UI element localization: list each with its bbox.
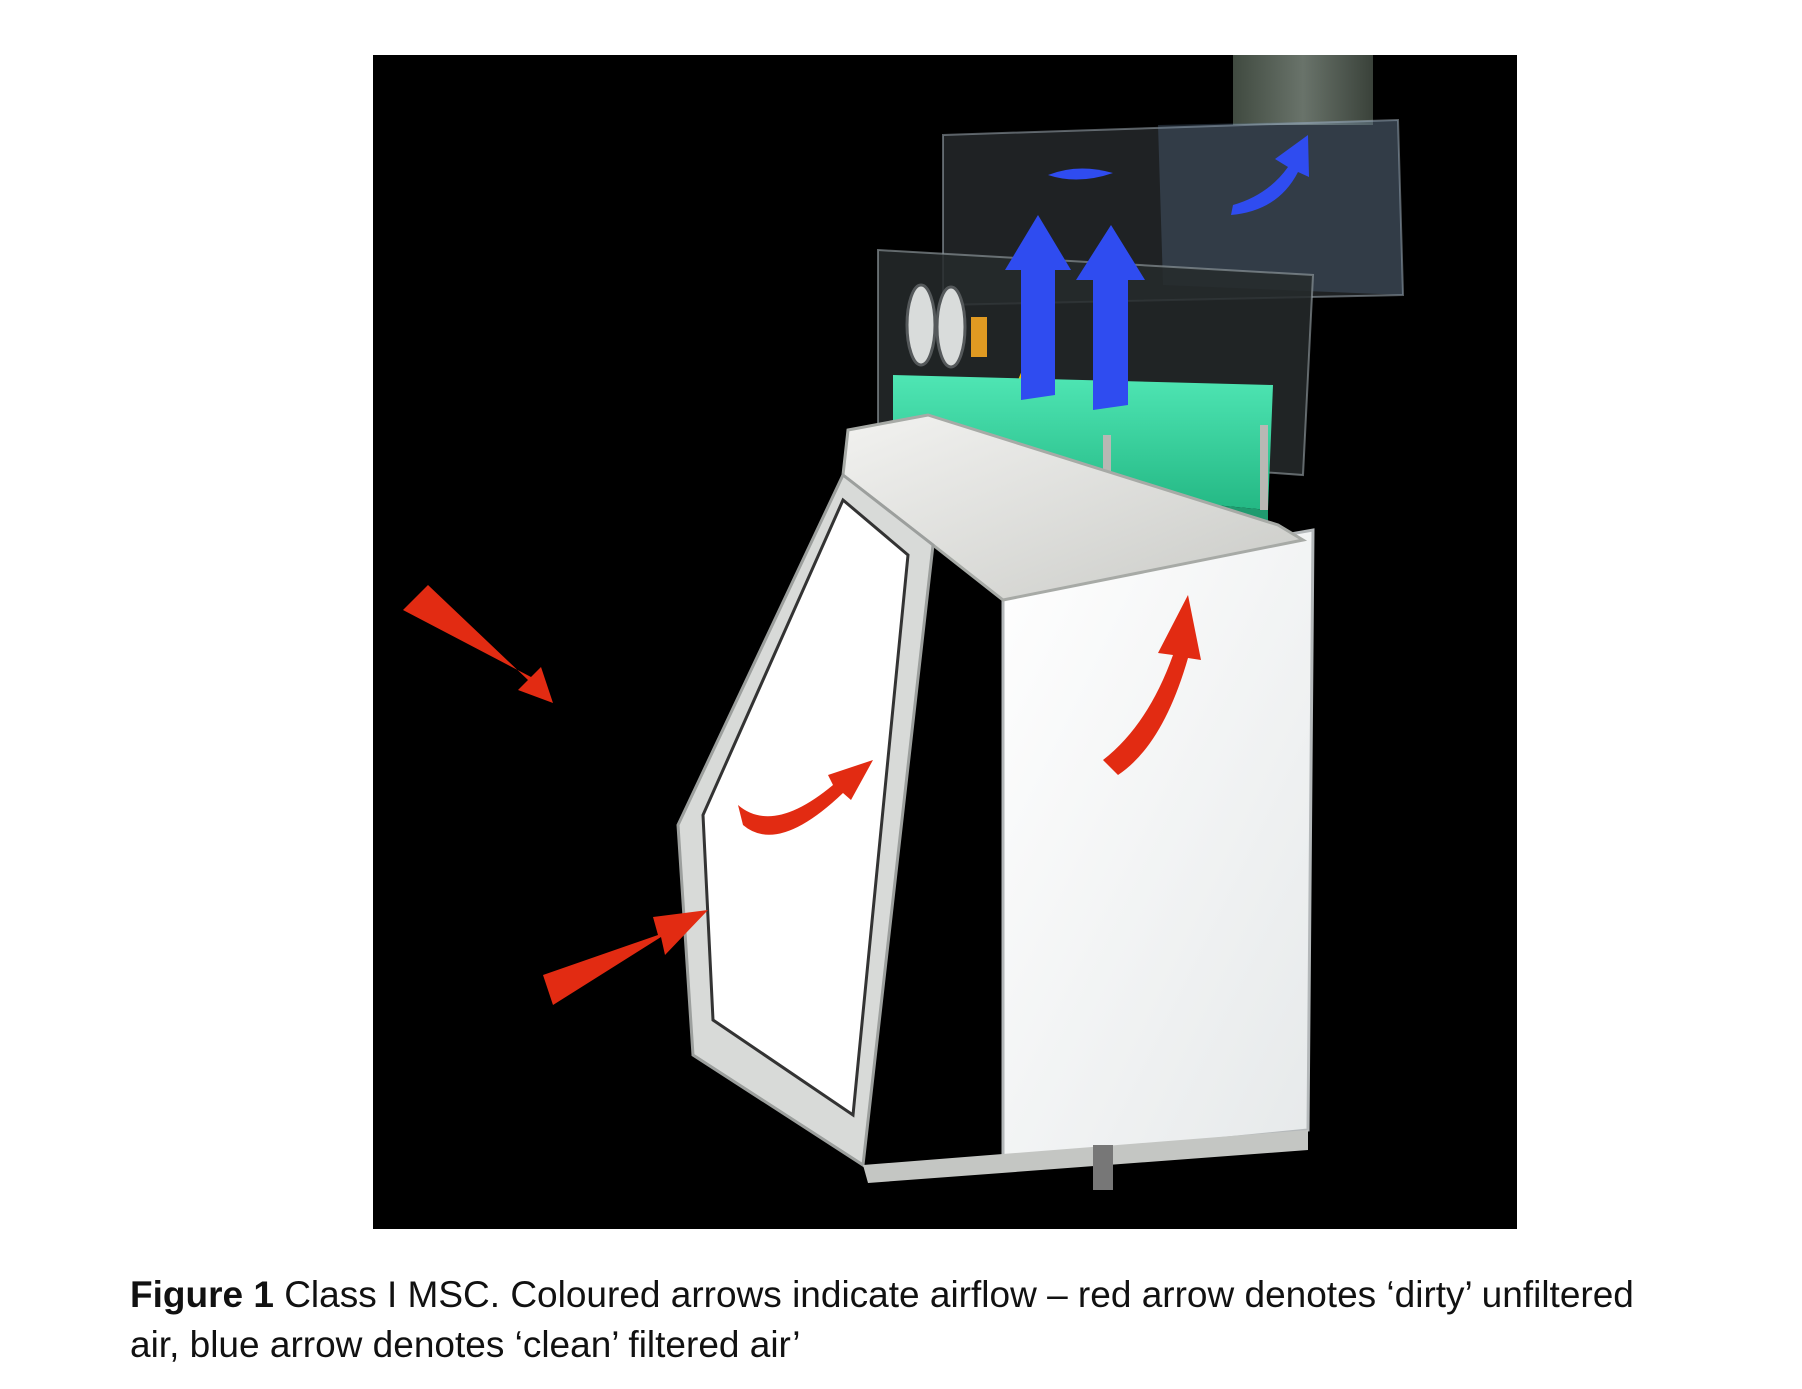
blue-arrow-clean-air [1048, 168, 1113, 180]
blue-arrow-clean-air [1076, 225, 1145, 410]
blue-arrow-clean-air [1005, 215, 1071, 400]
pressure-gauge-icon [935, 285, 967, 369]
blue-arrow-clean-air [1231, 135, 1309, 215]
red-arrow-dirty-air [543, 910, 708, 1005]
red-arrow-dirty-air [738, 760, 873, 835]
figure-label: Figure 1 [130, 1274, 274, 1315]
figure-caption: Figure 1 Class I MSC. Coloured arrows in… [130, 1270, 1690, 1370]
red-arrow-dirty-air [403, 585, 553, 703]
cabinet-foot [1093, 1145, 1113, 1190]
exhaust-housing-side [1158, 120, 1403, 295]
class-1-msc-illustration [403, 55, 1405, 1190]
cabinet-side-panel [1001, 528, 1315, 1162]
caption-text: Class I MSC. Coloured arrows indicate ai… [130, 1274, 1634, 1365]
cabinet-base [863, 1130, 1308, 1183]
red-arrow-dirty-air [1103, 595, 1201, 775]
control-panel-icon [971, 317, 987, 357]
pressure-gauge-icon [905, 283, 937, 367]
exhaust-duct [1233, 55, 1373, 125]
figure-image [373, 55, 1517, 1229]
filter-clamp [1260, 425, 1268, 510]
